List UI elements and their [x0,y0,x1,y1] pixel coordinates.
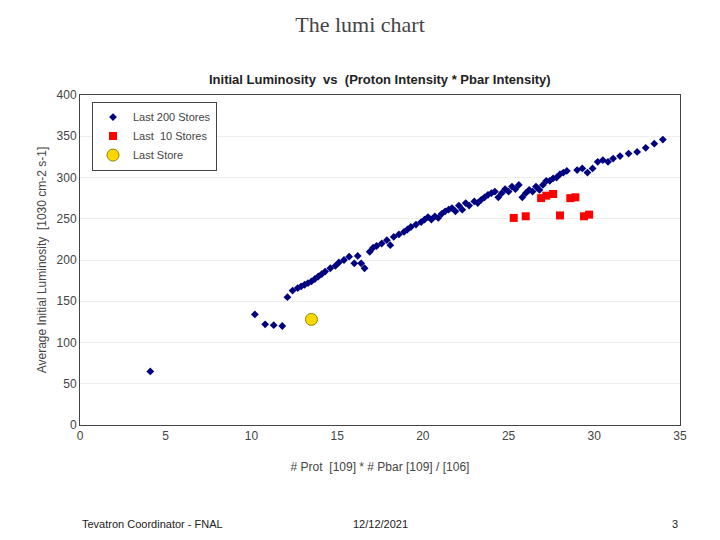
svg-text:200: 200 [57,253,77,267]
svg-text:10: 10 [245,429,259,443]
svg-text:20: 20 [416,429,430,443]
svg-text:Average Initial Luminosity [1: Average Initial Luminosity [1030 cm-2 s-… [35,147,49,374]
svg-text:0: 0 [77,429,84,443]
svg-text:12/12/2021: 12/12/2021 [353,518,408,530]
svg-text:400: 400 [57,88,77,102]
svg-text:Tevatron Coordinator - FNAL: Tevatron Coordinator - FNAL [82,518,223,530]
svg-text:Last 200 Stores: Last 200 Stores [133,111,211,123]
svg-text:15: 15 [330,429,344,443]
svg-text:3: 3 [672,518,678,530]
svg-text:250: 250 [57,212,77,226]
svg-text:Last Store: Last Store [133,149,183,161]
svg-text:5: 5 [162,429,169,443]
svg-text:100: 100 [57,336,77,350]
svg-text:30: 30 [588,429,602,443]
svg-text:Last 10 Stores: Last 10 Stores [133,130,207,142]
svg-text:150: 150 [57,294,77,308]
svg-text:350: 350 [57,129,77,143]
svg-text:The lumi chart: The lumi chart [295,12,425,37]
svg-text:0: 0 [70,418,77,432]
svg-text:25: 25 [502,429,516,443]
svg-text:300: 300 [57,171,77,185]
svg-text:# Prot [109] * # Pbar [109] /: # Prot [109] * # Pbar [109] / [106] [291,460,470,474]
svg-text:35: 35 [673,429,687,443]
svg-text:50: 50 [63,377,77,391]
svg-text:Initial Luminosity vs (Proto: Initial Luminosity vs (Proton Intensity … [209,72,551,87]
